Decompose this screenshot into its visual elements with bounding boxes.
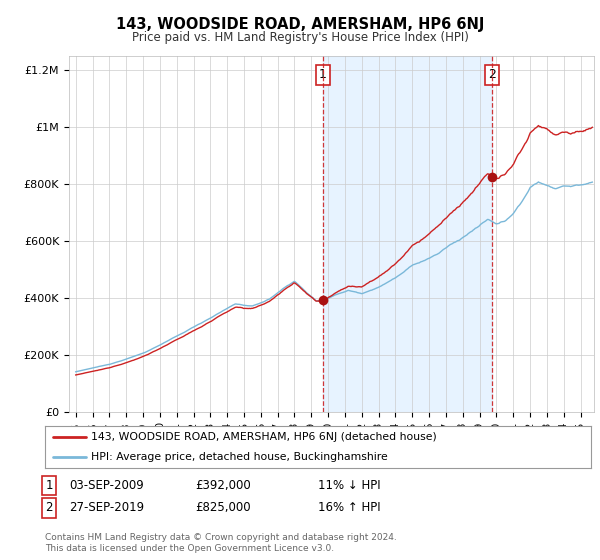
Text: 143, WOODSIDE ROAD, AMERSHAM, HP6 6NJ (detached house): 143, WOODSIDE ROAD, AMERSHAM, HP6 6NJ (d… (91, 432, 437, 442)
Bar (323, 56, 492, 412)
Text: 16% ↑ HPI: 16% ↑ HPI (318, 501, 380, 515)
Text: 2: 2 (46, 501, 53, 515)
Text: £392,000: £392,000 (195, 479, 251, 492)
Text: 03-SEP-2009: 03-SEP-2009 (69, 479, 144, 492)
Text: 1: 1 (319, 68, 326, 81)
Text: 143, WOODSIDE ROAD, AMERSHAM, HP6 6NJ: 143, WOODSIDE ROAD, AMERSHAM, HP6 6NJ (116, 17, 484, 32)
Text: Contains HM Land Registry data © Crown copyright and database right 2024.
This d: Contains HM Land Registry data © Crown c… (45, 533, 397, 553)
Text: Price paid vs. HM Land Registry's House Price Index (HPI): Price paid vs. HM Land Registry's House … (131, 31, 469, 44)
Text: 1: 1 (46, 479, 53, 492)
Text: 2: 2 (488, 68, 496, 81)
Text: £825,000: £825,000 (195, 501, 251, 515)
Text: 27-SEP-2019: 27-SEP-2019 (69, 501, 144, 515)
Text: 11% ↓ HPI: 11% ↓ HPI (318, 479, 380, 492)
Text: HPI: Average price, detached house, Buckinghamshire: HPI: Average price, detached house, Buck… (91, 452, 388, 462)
